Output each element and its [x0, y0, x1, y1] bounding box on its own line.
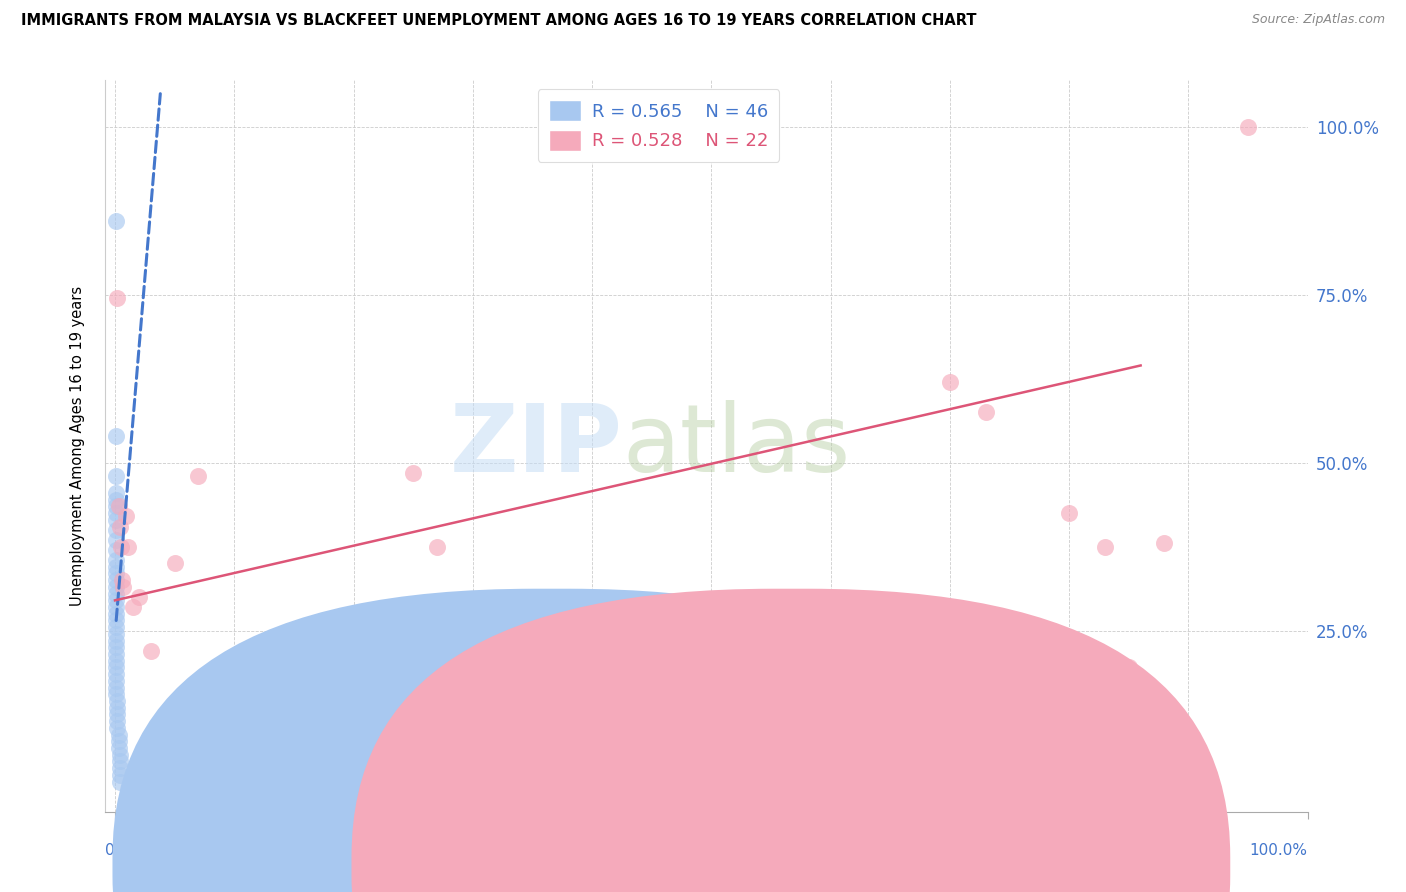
Point	[105, 614, 128, 628]
Point	[105, 429, 128, 443]
Point	[122, 600, 145, 615]
Point	[105, 469, 128, 483]
Point	[114, 509, 136, 524]
Point	[105, 673, 128, 688]
Point	[105, 500, 128, 514]
Point	[1094, 540, 1116, 554]
Point	[1153, 536, 1175, 550]
Point	[105, 214, 128, 228]
Point	[105, 700, 128, 714]
Point	[112, 580, 135, 594]
Point	[107, 741, 129, 756]
Point	[107, 734, 129, 748]
Text: 0.0%: 0.0%	[105, 843, 145, 858]
Point	[128, 590, 150, 604]
Point	[105, 593, 128, 607]
Point	[105, 573, 128, 587]
Point	[117, 540, 139, 554]
Point	[105, 291, 128, 305]
Point	[105, 640, 128, 655]
Point	[105, 714, 128, 728]
Point	[105, 660, 128, 674]
Legend: R = 0.565    N = 46, R = 0.528    N = 22: R = 0.565 N = 46, R = 0.528 N = 22	[537, 89, 779, 161]
Y-axis label: Unemployment Among Ages 16 to 19 years: Unemployment Among Ages 16 to 19 years	[70, 286, 84, 606]
Point	[105, 687, 128, 701]
Point	[1237, 120, 1260, 135]
Point	[105, 492, 128, 507]
Point	[402, 466, 425, 480]
Point	[105, 620, 128, 634]
Point	[1057, 506, 1080, 520]
Point	[105, 533, 128, 547]
Text: ZIP: ZIP	[450, 400, 623, 492]
Text: Immigrants from Malaysia: Immigrants from Malaysia	[581, 859, 780, 873]
Point	[105, 587, 128, 601]
Text: 100.0%: 100.0%	[1250, 843, 1308, 858]
Point	[1118, 660, 1140, 674]
Point	[105, 506, 128, 520]
Point	[105, 647, 128, 661]
Point	[105, 721, 128, 735]
Point	[105, 580, 128, 594]
Point	[105, 633, 128, 648]
Point	[110, 540, 132, 554]
Point	[105, 513, 128, 527]
Point	[105, 681, 128, 695]
Point	[105, 523, 128, 537]
Point	[105, 566, 128, 581]
Point	[105, 486, 128, 500]
Point	[118, 781, 141, 796]
Point	[105, 667, 128, 681]
Point	[974, 405, 997, 419]
Point	[105, 694, 128, 708]
Point	[107, 500, 129, 514]
Point	[105, 600, 128, 615]
Point	[108, 768, 131, 782]
Point	[108, 774, 131, 789]
Point	[163, 557, 186, 571]
Point	[108, 761, 131, 775]
Point	[426, 540, 449, 554]
Point	[187, 469, 209, 483]
Point	[108, 519, 131, 533]
Point	[111, 573, 134, 587]
Point	[105, 559, 128, 574]
Text: atlas: atlas	[623, 400, 851, 492]
Point	[939, 376, 962, 390]
Point	[139, 643, 162, 657]
Point	[105, 707, 128, 722]
Point	[108, 747, 131, 762]
Point	[105, 553, 128, 567]
Point	[105, 654, 128, 668]
Text: Blackfeet: Blackfeet	[820, 859, 891, 873]
Point	[105, 627, 128, 641]
Point	[107, 727, 129, 741]
Point	[108, 755, 131, 769]
Point	[105, 607, 128, 621]
Text: Source: ZipAtlas.com: Source: ZipAtlas.com	[1251, 13, 1385, 27]
Point	[105, 543, 128, 558]
Text: IMMIGRANTS FROM MALAYSIA VS BLACKFEET UNEMPLOYMENT AMONG AGES 16 TO 19 YEARS COR: IMMIGRANTS FROM MALAYSIA VS BLACKFEET UN…	[21, 13, 977, 29]
